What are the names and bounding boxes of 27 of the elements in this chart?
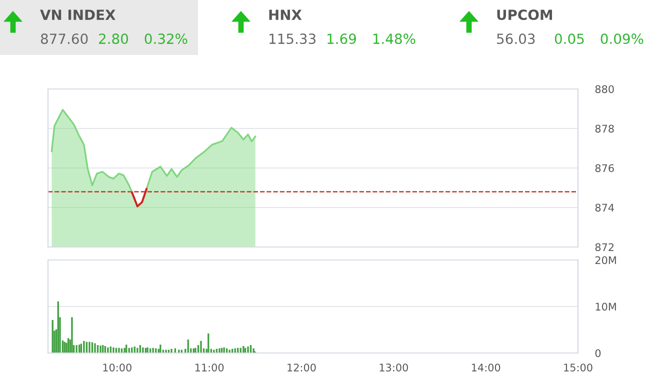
y-tick-label: 0 [595,349,601,358]
x-tick-label: 10:00 [103,364,132,372]
line-series [130,188,148,208]
x-tick-label: 14:00 [472,364,500,372]
y-tick-label: 20M [595,256,616,264]
y-tick-label: 10M [596,302,616,311]
text: 115.33 [270,34,316,44]
text: 56.03 [497,34,535,44]
text: 0.05 [554,34,584,44]
text: 1.69 [328,34,356,44]
x-tick-label: 13:00 [380,364,408,372]
x-tick-label: 12:00 [288,364,316,372]
text: UPCOM [497,10,552,20]
text: 0.32% [144,34,188,44]
y-tick-label: 876 [595,164,614,172]
text: HNX [269,10,302,20]
text: 2.80 [99,34,128,44]
text: 1.48% [373,34,416,44]
text: 877.60 [40,34,88,44]
x-tick-label: 15:00 [564,364,592,372]
y-tick-label: 874 [595,204,614,212]
y-tick-label: 880 [595,85,614,94]
x-tick-label: 11:00 [195,364,224,372]
y-tick-label: 872 [595,243,614,252]
text: 0.09% [600,34,644,44]
y-tick-label: 878 [595,124,614,133]
text: VN INDEX [40,10,116,20]
